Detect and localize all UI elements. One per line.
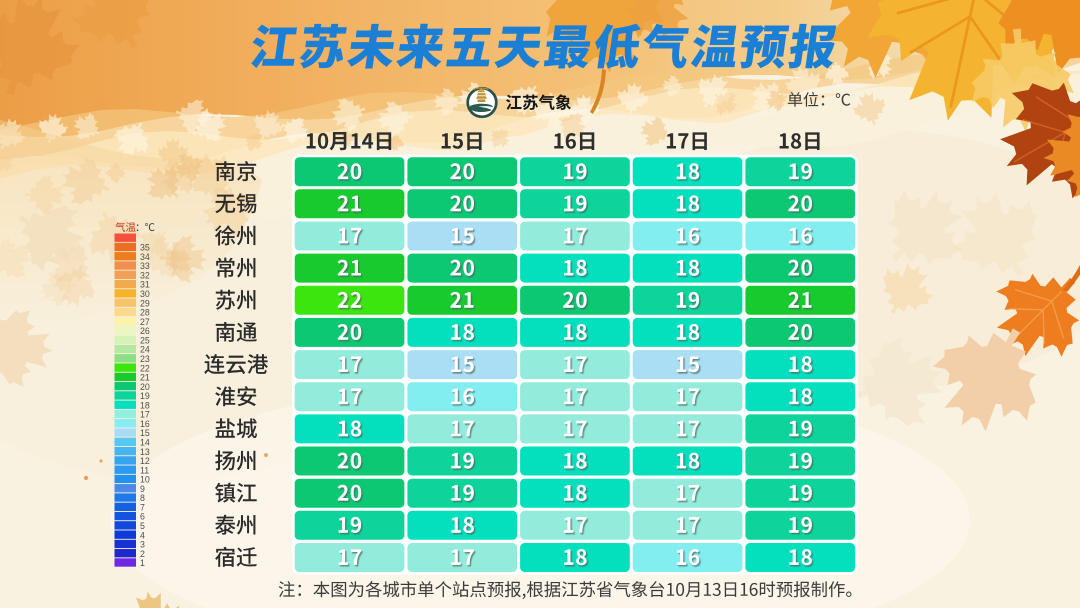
- svg-text:5: 5: [140, 521, 145, 531]
- svg-text:6: 6: [140, 512, 145, 522]
- svg-text:33: 33: [140, 261, 150, 271]
- svg-text:26: 26: [140, 326, 150, 336]
- svg-text:11: 11: [140, 465, 149, 475]
- svg-text:1: 1: [140, 558, 145, 568]
- svg-text:18: 18: [140, 400, 150, 410]
- svg-text:24: 24: [140, 345, 150, 355]
- svg-text:27: 27: [140, 317, 150, 327]
- svg-text:31: 31: [140, 280, 150, 290]
- svg-text:8: 8: [140, 493, 145, 503]
- svg-text:13: 13: [140, 447, 150, 457]
- svg-text:20: 20: [140, 382, 150, 392]
- svg-text:35: 35: [140, 243, 150, 253]
- svg-text:22: 22: [140, 363, 150, 373]
- svg-text:16: 16: [140, 419, 150, 429]
- svg-text:17: 17: [140, 410, 150, 420]
- svg-text:23: 23: [140, 354, 150, 364]
- svg-text:12: 12: [140, 456, 150, 466]
- svg-text:7: 7: [140, 503, 145, 513]
- svg-text:4: 4: [140, 530, 145, 540]
- svg-text:2: 2: [140, 549, 145, 559]
- svg-text:14: 14: [140, 438, 150, 448]
- svg-text:15: 15: [140, 428, 150, 438]
- svg-text:3: 3: [140, 540, 145, 550]
- svg-text:21: 21: [140, 373, 150, 383]
- svg-text:10: 10: [140, 475, 150, 485]
- svg-text:19: 19: [140, 391, 150, 401]
- svg-text:30: 30: [140, 289, 150, 299]
- svg-text:25: 25: [140, 335, 150, 345]
- svg-text:34: 34: [140, 252, 150, 262]
- svg-text:32: 32: [140, 271, 150, 281]
- svg-text:9: 9: [140, 484, 145, 494]
- svg-text:29: 29: [140, 298, 150, 308]
- svg-text:28: 28: [140, 308, 150, 318]
